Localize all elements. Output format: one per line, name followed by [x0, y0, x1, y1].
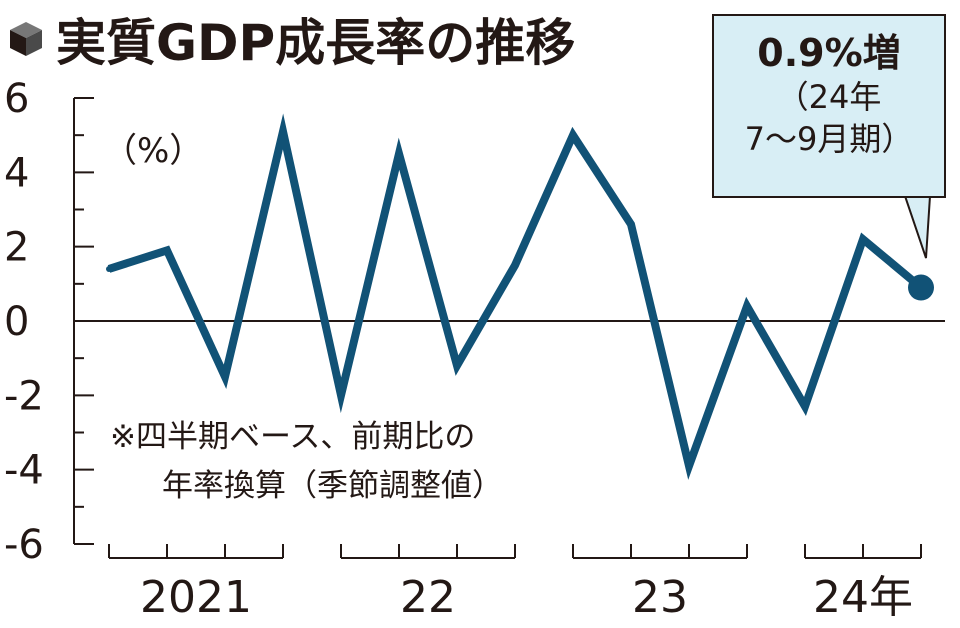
- data-point: [686, 462, 692, 469]
- chart-note-line1: ※四半期ベース、前期比の: [110, 419, 475, 455]
- data-point: [628, 221, 634, 228]
- y-tick-label: 2: [4, 225, 29, 271]
- y-tick-label: -6: [4, 522, 44, 568]
- data-point: [396, 150, 402, 157]
- callout-main-value: 0.9%増: [757, 31, 901, 75]
- callout-pointer: [903, 195, 932, 259]
- callout-period-line1: （24年: [776, 78, 882, 116]
- x-year-label: 2021: [140, 572, 252, 623]
- chart-header: 実質GDP成長率の推移: [6, 4, 575, 74]
- x-year-label: 23: [632, 572, 688, 623]
- data-point: [802, 403, 808, 410]
- y-tick-label: -4: [4, 448, 44, 494]
- callout-period-line2: 7〜9月期）: [744, 120, 914, 158]
- y-tick-label: 0: [4, 299, 29, 345]
- y-axis-unit-label: （%）: [103, 131, 203, 171]
- data-point: [338, 392, 344, 399]
- data-point: [570, 132, 576, 139]
- data-point: [222, 373, 228, 380]
- data-point: [744, 303, 750, 310]
- x-year-label: 22: [400, 572, 456, 623]
- y-tick-label: 4: [4, 150, 29, 196]
- data-point: [860, 236, 866, 243]
- chart-title: 実質GDP成長率の推移: [56, 14, 576, 72]
- data-point: [106, 265, 112, 272]
- y-tick-label: 6: [4, 76, 29, 122]
- latest-value-callout: 0.9%増 （24年 7〜9月期）: [712, 14, 946, 198]
- data-point: [164, 247, 170, 254]
- latest-data-point: [908, 274, 934, 301]
- series-layer: [106, 113, 934, 480]
- axis-layer: 6 4 2 0 -2 -4 -6 2021 22 23 24年: [4, 76, 945, 623]
- data-point: [280, 128, 286, 135]
- x-year-label: 24年: [813, 572, 913, 623]
- chart-note-line2: 年率換算（季節調整値）: [162, 468, 503, 504]
- data-point: [454, 362, 460, 369]
- y-tick-label: -2: [4, 373, 44, 419]
- data-point: [512, 262, 518, 269]
- cube-icon: [10, 22, 42, 56]
